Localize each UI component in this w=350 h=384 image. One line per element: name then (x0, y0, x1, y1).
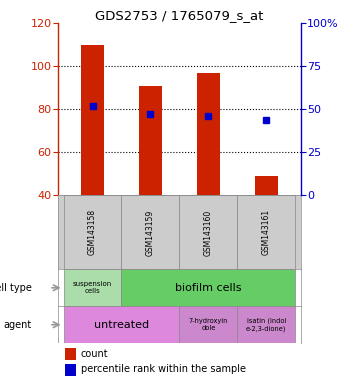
Text: percentile rank within the sample: percentile rank within the sample (81, 364, 246, 374)
Bar (237, 306, 295, 343)
Text: untreated: untreated (94, 320, 149, 330)
Bar (64, 306, 179, 343)
Text: GSM143159: GSM143159 (146, 209, 155, 255)
Text: biofilm cells: biofilm cells (175, 283, 242, 293)
Bar (65, 364, 76, 376)
Text: 7-hydroxyin
dole: 7-hydroxyin dole (189, 318, 228, 331)
Text: count: count (81, 349, 108, 359)
Bar (255, 176, 278, 195)
Text: GSM143161: GSM143161 (262, 209, 271, 255)
Text: isatin (indol
e-2,3-dione): isatin (indol e-2,3-dione) (246, 318, 287, 332)
Bar (121, 269, 295, 306)
Bar (121, 195, 179, 269)
Bar (179, 195, 237, 269)
Text: GSM143160: GSM143160 (204, 209, 213, 255)
Bar (179, 306, 237, 343)
Bar (139, 86, 162, 195)
Bar (237, 195, 295, 269)
Bar (64, 269, 121, 306)
Bar (197, 73, 220, 195)
Text: agent: agent (4, 320, 32, 330)
Text: suspension
cells: suspension cells (73, 281, 112, 294)
Bar (65, 348, 76, 360)
Bar (64, 195, 121, 269)
Text: cell type: cell type (0, 283, 32, 293)
Title: GDS2753 / 1765079_s_at: GDS2753 / 1765079_s_at (95, 9, 264, 22)
Bar (81, 45, 104, 195)
Text: GSM143158: GSM143158 (88, 209, 97, 255)
